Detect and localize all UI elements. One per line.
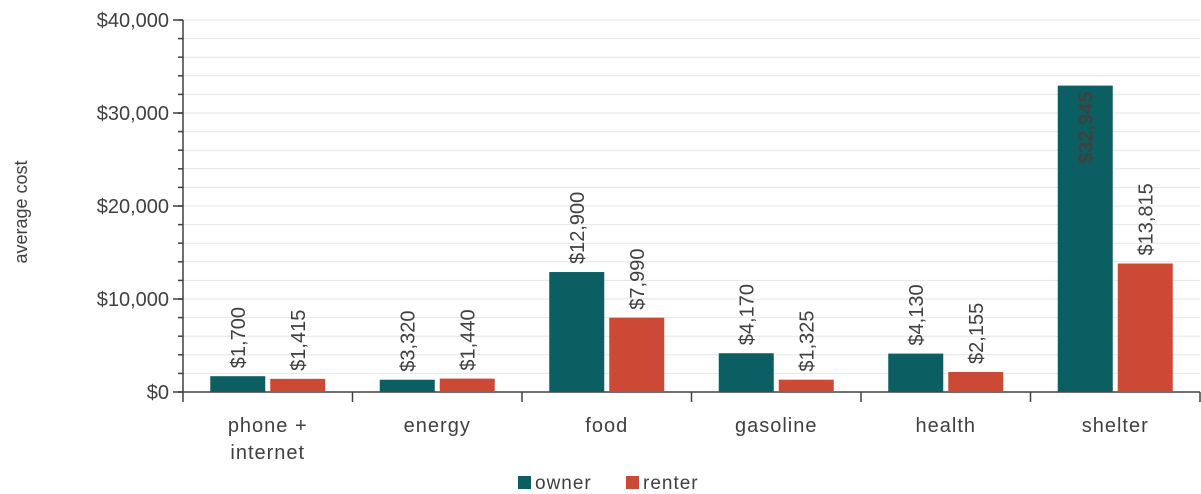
- bar-owner: [718, 353, 774, 392]
- data-label: $1,700: [228, 307, 250, 368]
- y-tick-label: $10,000: [97, 289, 169, 311]
- data-label: $3,320: [397, 311, 419, 372]
- bar-renter: [948, 371, 1004, 392]
- data-label: $4,170: [736, 284, 758, 345]
- bar-owner: [549, 272, 605, 392]
- y-tick-label: $0: [147, 382, 169, 404]
- data-labels: $1,700 $1,415 $3,320 $1,440 $12,900 $7,990 $4,…: [228, 92, 1158, 372]
- y-tick-label: $20,000: [97, 196, 169, 218]
- x-category-label: shelter: [1082, 415, 1149, 437]
- data-label: $1,440: [457, 309, 479, 370]
- data-label: $2,155: [966, 303, 988, 364]
- x-category-label: phone +: [228, 415, 308, 437]
- bar-renter: [1117, 263, 1173, 392]
- data-label: $13,815: [1135, 183, 1157, 255]
- x-category-label: food: [585, 415, 628, 437]
- bar-renter: [609, 317, 665, 392]
- y-axis-title: average cost: [11, 160, 31, 263]
- data-label: $4,130: [906, 284, 928, 345]
- bar-renter: [778, 379, 834, 392]
- legend-swatch-owner: [518, 476, 531, 489]
- x-category-label: health: [916, 415, 977, 437]
- bar-renter: [439, 378, 495, 392]
- data-label: $1,415: [288, 310, 310, 371]
- bar-renter: [270, 378, 326, 392]
- data-label: $1,325: [796, 311, 818, 372]
- data-label: $32,945: [1075, 92, 1097, 164]
- gridlines: [183, 19, 1200, 374]
- x-category-label: gasoline: [735, 415, 818, 437]
- bars: [210, 85, 1173, 392]
- x-category-label: internet: [230, 442, 305, 464]
- bar-owner: [379, 379, 435, 392]
- legend-label-owner: owner: [535, 473, 592, 494]
- bar-owner: [210, 376, 266, 392]
- data-label: $7,990: [627, 249, 649, 310]
- data-label: $12,900: [567, 192, 589, 264]
- x-category-label: energy: [404, 415, 471, 437]
- y-tick-label: $40,000: [97, 10, 169, 32]
- bar-owner: [1057, 85, 1113, 392]
- bar-owner: [888, 353, 944, 392]
- legend-swatch-renter: [626, 476, 639, 489]
- legend: owner renter: [518, 473, 699, 494]
- axes: $0 $10,000 $20,000 $30,000 $40,000 phone + int…: [97, 10, 1201, 464]
- legend-label-renter: renter: [643, 473, 699, 494]
- y-tick-label: $30,000: [97, 103, 169, 125]
